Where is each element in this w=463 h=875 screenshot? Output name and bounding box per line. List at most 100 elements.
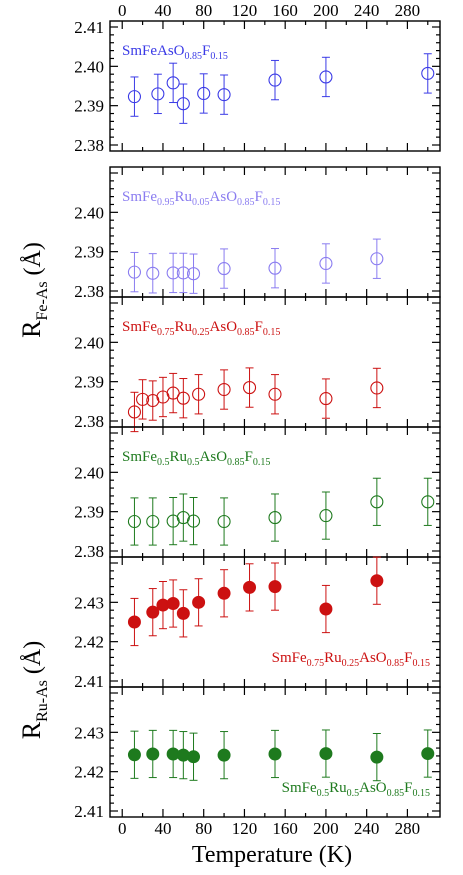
data-point [217,569,231,618]
marker [176,391,190,405]
marker [217,262,231,276]
data-point [319,729,333,778]
panel-p1: 2.38 2.39 2.40 2.41 SmFeAsO0.85F0.15 [74,18,441,155]
y-tick-label: 2.40 [74,203,104,222]
marker [319,256,333,271]
top-x-axis: 0 40 80 120 160 200 240 280 [118,1,420,20]
y-axis-title-fe-as: RFe-As (Å) [17,242,51,338]
data-point [146,588,160,637]
data-point [151,73,165,115]
marker [370,574,384,588]
marker [151,87,165,101]
panel-frame [109,686,441,818]
marker [166,266,180,280]
marker [242,381,257,395]
y-tick-label: 2.43 [74,723,104,742]
data-point [176,493,190,542]
top-x-tick-label: 200 [313,1,339,20]
data-point [166,579,180,628]
data-point [268,374,282,415]
data-point [166,252,180,294]
data-point [127,730,141,779]
y-tick-label: 2.41 [74,802,104,821]
panels-group: 2.38 2.39 2.40 2.41 SmFeAsO0.85F0.15 2.38 2.39… [17,1,441,838]
data-point [370,238,384,279]
marker [370,381,384,395]
y-tick-label: 2.39 [74,373,104,392]
marker [268,747,282,761]
data-point [421,477,435,526]
panel-p3: 2.38 2.39 2.40 SmFe0.75Ru0.25AsO0.85F0.15 [74,296,441,433]
data-point [136,379,150,420]
data-point [268,248,282,289]
marker [268,73,282,87]
marker [176,266,190,280]
y-tick-label: 2.39 [74,503,104,522]
y-tick-label: 2.38 [74,282,104,301]
panel-p2: 2.38 2.39 2.40 SmFe0.95Ru0.05AsO0.85F0.15 [74,166,441,301]
data-point [146,497,160,546]
data-point [197,73,211,114]
top-x-tick-label: 40 [154,1,171,20]
bottom-x-tick-label: 160 [272,819,298,838]
data-point [127,391,141,433]
marker [166,386,180,400]
marker [187,750,201,764]
top-x-tick-label: 120 [232,1,258,20]
data-point [268,562,282,611]
data-point [127,251,141,293]
series-label: SmFe0.95Ru0.05AsO0.85F0.15 [122,189,280,208]
series-label: SmFe0.75Ru0.25AsO0.85F0.15 [122,319,280,338]
marker [217,382,231,397]
bottom-x-tick-label: 80 [195,819,212,838]
data-point [319,378,333,419]
marker [146,747,160,761]
marker [192,387,206,401]
marker [370,495,384,509]
marker [186,267,201,281]
data-point [242,367,257,408]
marker [136,392,150,406]
marker [217,514,231,529]
marker [166,597,180,611]
y-tick-label: 2.40 [74,57,104,76]
data-point [268,59,282,101]
data-point [186,497,201,546]
marker [217,586,231,600]
marker [243,580,257,594]
data-point [319,243,333,284]
series-label: SmFe0.75Ru0.25AsO0.85F0.15 [272,650,430,669]
data-point [176,252,190,294]
marker [319,602,333,616]
data-point [166,497,180,546]
marker [186,514,201,528]
y-tick-label: 2.40 [74,333,104,352]
y-tick-label: 2.42 [74,633,104,652]
marker [319,747,333,761]
x-axis-title: Temperature (K) [192,842,352,868]
marker [127,265,141,279]
data-point [166,372,180,414]
series-label: SmFe0.5Ru0.5AsO0.85F0.15 [122,449,270,468]
data-point [370,733,384,782]
data-point [146,729,160,779]
marker [146,605,160,619]
data-point [192,578,206,627]
marker [127,405,141,419]
marker [127,615,141,629]
data-point [192,374,206,415]
data-point [166,62,180,104]
data-point [217,731,231,780]
y-tick-label: 2.39 [74,243,104,262]
marker [146,266,160,280]
marker [127,514,141,529]
marker [370,252,384,266]
top-x-tick-label: 240 [354,1,380,20]
marker [268,580,282,594]
y-tick-label: 2.41 [74,18,104,37]
data-point [217,248,231,289]
y-tick-label: 2.38 [74,542,104,561]
marker [176,606,190,620]
data-point [217,497,231,546]
marker [217,748,231,762]
